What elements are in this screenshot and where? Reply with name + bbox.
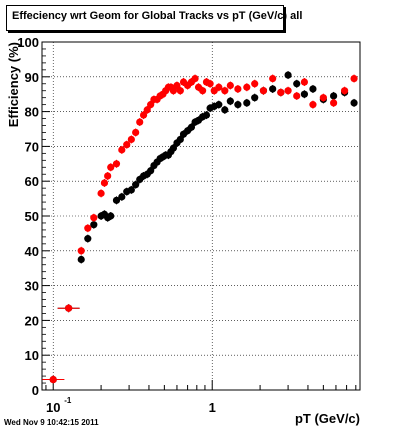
point-black [90, 221, 98, 229]
point-black [107, 212, 115, 220]
point-red [191, 74, 199, 83]
point-black [202, 111, 211, 119]
point-black [118, 193, 126, 201]
data-points [42, 71, 358, 384]
point-black [293, 80, 301, 88]
point-red [226, 81, 234, 90]
y-axis-label: Efficiency (%) [6, 42, 21, 127]
point-red [118, 146, 126, 154]
point-red [90, 214, 98, 222]
point-red [112, 160, 121, 168]
point-red [330, 99, 338, 107]
point-red [234, 85, 242, 93]
chart-title: Effeciency wrt Geom for Global Tracks vs… [12, 10, 303, 22]
point-red [243, 83, 251, 91]
point-black [187, 123, 196, 131]
point-black [330, 92, 338, 100]
point-black [226, 97, 234, 105]
y-tick-label: 0 [32, 383, 39, 398]
x-tick-exponent: -1 [64, 396, 72, 405]
point-black [132, 181, 140, 189]
y-tick-label: 60 [25, 174, 39, 189]
point-red [269, 74, 277, 83]
point-red [49, 375, 57, 384]
point-black [284, 71, 292, 79]
point-black [112, 196, 121, 204]
point-red [77, 247, 85, 255]
point-red [176, 87, 184, 95]
point-black [147, 167, 155, 175]
point-red [132, 128, 140, 137]
point-black [127, 186, 135, 194]
y-tick-label: 30 [25, 279, 39, 294]
point-red [65, 304, 73, 312]
point-red [147, 101, 155, 109]
point-black [176, 135, 184, 144]
point-red [206, 80, 214, 88]
point-red [284, 87, 292, 95]
point-red [123, 141, 131, 149]
y-tick-label: 50 [25, 209, 39, 224]
point-black [84, 235, 92, 243]
point-black [77, 255, 85, 264]
point-red [277, 88, 285, 97]
point-black [269, 85, 277, 93]
x-tick-label: 1 [209, 400, 216, 415]
y-tick-label: 90 [25, 70, 39, 85]
point-black [350, 99, 358, 107]
point-red [251, 80, 259, 88]
point-black [169, 144, 178, 152]
point-red [221, 87, 229, 95]
point-black [251, 94, 259, 102]
point-red [173, 81, 181, 90]
point-black [234, 101, 242, 109]
point-red [107, 163, 115, 171]
grid-lines [42, 42, 360, 390]
point-red [143, 106, 151, 114]
x-tick-label: 10 [46, 400, 60, 415]
point-red [319, 94, 327, 102]
point-black [243, 99, 251, 107]
x-axis-label: pT (GeV/c) [295, 411, 360, 426]
point-black [309, 85, 317, 93]
point-red [84, 224, 92, 232]
y-tick-label: 20 [25, 313, 39, 328]
point-red [215, 83, 223, 91]
point-red [293, 92, 301, 100]
y-tick-label: 100 [17, 35, 39, 50]
point-red [259, 87, 268, 95]
point-red [300, 78, 309, 86]
y-tick-label: 80 [25, 105, 39, 120]
point-red [127, 135, 135, 144]
title-box [6, 5, 284, 31]
point-black [221, 106, 229, 114]
point-red [340, 87, 349, 95]
point-red [100, 179, 109, 187]
point-red [199, 87, 207, 95]
axis-ticks [42, 41, 357, 391]
timestamp-footer: Wed Nov 9 10:42:15 2011 [4, 418, 99, 427]
point-red [169, 87, 178, 95]
y-tick-label: 70 [25, 139, 39, 154]
point-red [139, 111, 148, 119]
tick-labels: 0 10 20 30 40 50 60 70 80 90 100 10 -1 1 [17, 35, 216, 415]
point-red [309, 101, 317, 109]
point-red [350, 74, 358, 83]
point-black [300, 90, 309, 98]
point-black [215, 101, 223, 109]
y-tick-label: 40 [25, 244, 39, 259]
point-red [136, 118, 144, 126]
y-tick-label: 10 [25, 348, 39, 363]
point-red [104, 172, 112, 180]
point-red [97, 189, 105, 197]
